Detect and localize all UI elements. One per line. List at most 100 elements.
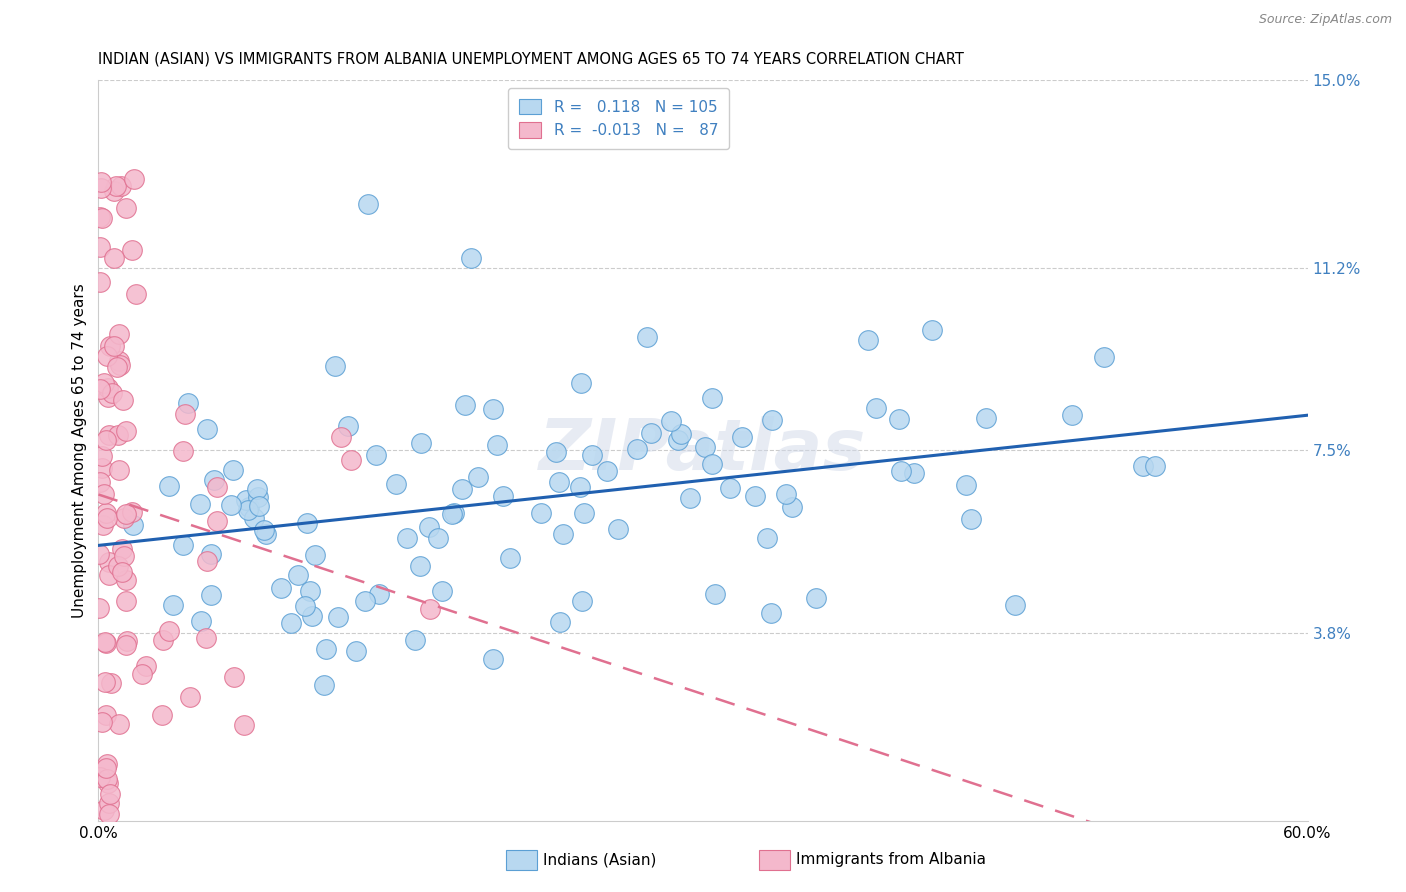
Point <box>759 606 782 620</box>
Point <box>232 718 254 732</box>
Point <box>89 275 111 289</box>
Point <box>280 615 302 630</box>
Point <box>97 776 120 790</box>
Point <box>195 554 218 568</box>
Point <box>581 448 603 462</box>
Point <box>693 440 716 454</box>
Point <box>418 520 440 534</box>
Point <box>249 499 271 513</box>
Point <box>546 445 568 459</box>
Point <box>1004 599 1026 613</box>
Point <box>304 548 326 562</box>
Legend: R =   0.118   N = 105, R =  -0.013   N =   87: R = 0.118 N = 105, R = -0.013 N = 87 <box>508 88 728 149</box>
Point <box>1132 458 1154 473</box>
Point <box>419 601 441 615</box>
Point <box>443 506 465 520</box>
Point <box>108 463 131 477</box>
Point <box>96 349 118 363</box>
Point <box>93 376 115 391</box>
Point <box>89 240 111 254</box>
Point <box>135 659 157 673</box>
Point <box>97 381 120 395</box>
Point <box>640 426 662 441</box>
Point <box>90 461 112 475</box>
Point <box>89 211 111 225</box>
Point <box>97 555 120 569</box>
Point <box>744 489 766 503</box>
Point <box>93 803 115 817</box>
Point <box>530 507 553 521</box>
Point <box>301 609 323 624</box>
Point <box>122 172 145 186</box>
Point <box>482 401 505 416</box>
Point <box>96 511 118 525</box>
Point <box>430 583 453 598</box>
Point <box>921 323 943 337</box>
Point <box>115 424 138 438</box>
Point <box>246 491 269 505</box>
Point <box>98 797 121 811</box>
Point <box>91 518 114 533</box>
Point <box>858 333 880 347</box>
Point <box>97 806 120 821</box>
Point <box>486 438 509 452</box>
Text: INDIAN (ASIAN) VS IMMIGRANTS FROM ALBANIA UNEMPLOYMENT AMONG AGES 65 TO 74 YEARS: INDIAN (ASIAN) VS IMMIGRANTS FROM ALBANI… <box>98 52 965 67</box>
Point <box>385 477 408 491</box>
Point <box>131 667 153 681</box>
Point <box>235 493 257 508</box>
Point <box>636 330 658 344</box>
Point <box>108 358 131 372</box>
Point <box>97 390 120 404</box>
Point <box>111 565 134 579</box>
Point <box>111 542 134 557</box>
Point <box>115 507 138 521</box>
Point <box>89 770 111 784</box>
Point <box>960 512 983 526</box>
Point <box>94 761 117 775</box>
Point <box>103 339 125 353</box>
Point <box>93 675 115 690</box>
Point <box>89 601 111 615</box>
Point <box>222 670 245 684</box>
Point <box>205 480 228 494</box>
Point <box>454 398 477 412</box>
Point <box>626 442 648 457</box>
Point <box>865 401 887 416</box>
Point <box>1060 408 1083 422</box>
Point <box>222 463 245 477</box>
Point <box>730 430 752 444</box>
Point <box>103 185 125 199</box>
Point <box>903 466 925 480</box>
Point <box>571 594 593 608</box>
Point <box>270 581 292 595</box>
Point <box>294 599 316 613</box>
Point <box>172 443 194 458</box>
Point <box>157 624 180 639</box>
Point <box>703 587 725 601</box>
Point <box>256 527 278 541</box>
Point <box>121 244 143 258</box>
Point <box>755 531 778 545</box>
Point <box>89 547 111 561</box>
Point <box>115 573 138 587</box>
Point <box>1092 350 1115 364</box>
Point <box>101 386 124 401</box>
Point <box>492 489 515 503</box>
Point <box>409 558 432 573</box>
Point <box>441 508 464 522</box>
Point <box>548 615 571 629</box>
Point <box>157 479 180 493</box>
Point <box>659 414 682 428</box>
Point <box>354 594 377 608</box>
Point <box>679 491 702 505</box>
Point <box>93 487 115 501</box>
Point <box>112 510 135 524</box>
Point <box>112 549 135 564</box>
Point <box>367 587 389 601</box>
Text: Immigrants from Albania: Immigrants from Albania <box>796 853 986 867</box>
Point <box>115 633 138 648</box>
Point <box>569 376 592 390</box>
Point <box>287 568 309 582</box>
Point <box>96 636 118 650</box>
Point <box>404 632 426 647</box>
